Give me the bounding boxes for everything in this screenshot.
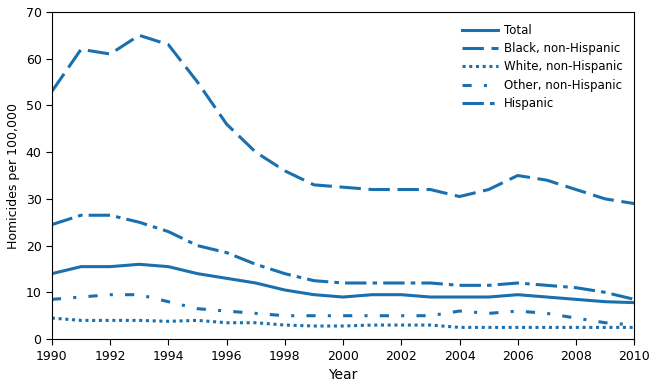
Legend: Total, Black, non-Hispanic, White, non-Hispanic, Other, non-Hispanic, Hispanic: Total, Black, non-Hispanic, White, non-H… [457,18,628,116]
X-axis label: Year: Year [328,368,357,382]
Y-axis label: Homicides per 100,000: Homicides per 100,000 [7,103,20,249]
